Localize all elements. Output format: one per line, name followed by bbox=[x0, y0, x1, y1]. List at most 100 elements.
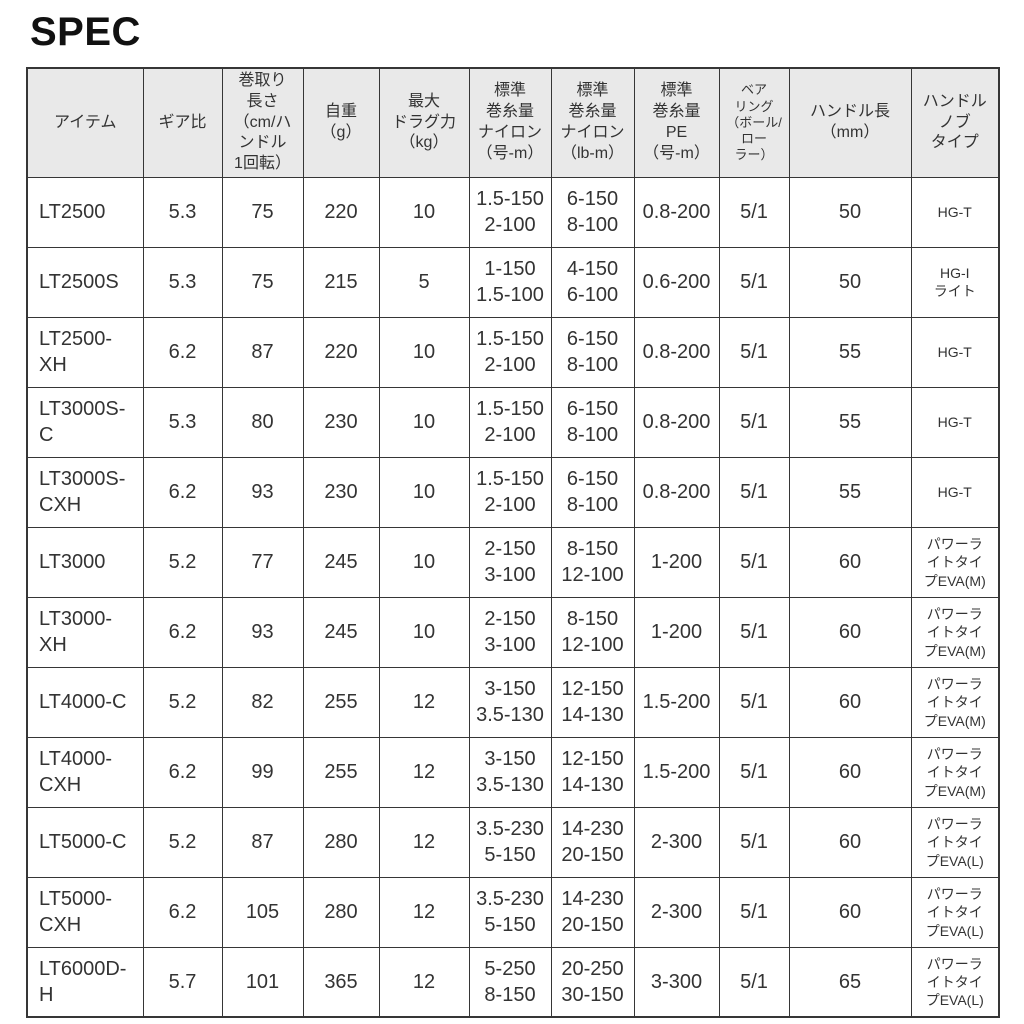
table-cell: 230 bbox=[302, 386, 380, 458]
table-cell: 5.7 bbox=[142, 946, 223, 1018]
table-cell: 60 bbox=[788, 876, 912, 948]
item-cell: LT2500S bbox=[26, 246, 144, 318]
item-cell: LT3000-XH bbox=[26, 596, 144, 668]
table-cell: 55 bbox=[788, 316, 912, 388]
column-header-7: 標準 巻糸量 PE （号-m） bbox=[633, 67, 720, 178]
table-cell: 0.8-200 bbox=[633, 176, 720, 248]
column-header-4: 最大 ドラグ力 （kg） bbox=[378, 67, 470, 178]
table-cell: 230 bbox=[302, 456, 380, 528]
table-cell: パワーラ イトタイ プEVA(L) bbox=[910, 876, 1000, 948]
table-cell: 255 bbox=[302, 736, 380, 808]
table-cell: 10 bbox=[378, 176, 470, 248]
table-cell: 55 bbox=[788, 456, 912, 528]
table-cell: 1-200 bbox=[633, 596, 720, 668]
item-cell: LT2500 bbox=[26, 176, 144, 248]
spec-table-head: アイテム ギア比 巻取り 長さ （cm/ハ ンドル 1回転） 自重 （g） 最大 ドラグ… bbox=[26, 67, 1000, 178]
table-cell: HG-T bbox=[910, 386, 1000, 458]
table-cell: 60 bbox=[788, 806, 912, 878]
table-cell: 12 bbox=[378, 876, 470, 948]
table-cell: 6.2 bbox=[142, 456, 223, 528]
table-cell: 50 bbox=[788, 176, 912, 248]
table-row: LT5000- CXH 6.2 105 280 12 3.5-230 5-150 14-23… bbox=[26, 876, 1000, 948]
table-cell: 3.5-230 5-150 bbox=[468, 806, 552, 878]
table-cell: HG-T bbox=[910, 176, 1000, 248]
table-cell: 3-300 bbox=[633, 946, 720, 1018]
table-cell: 60 bbox=[788, 736, 912, 808]
table-cell: 220 bbox=[302, 176, 380, 248]
item-cell: LT3000S-C bbox=[26, 386, 144, 458]
table-cell: 5.2 bbox=[142, 526, 223, 598]
table-cell: 4-150 6-100 bbox=[550, 246, 635, 318]
table-cell: 12-150 14-130 bbox=[550, 736, 635, 808]
table-cell: 75 bbox=[221, 246, 304, 318]
table-cell: 6.2 bbox=[142, 316, 223, 388]
table-cell: 280 bbox=[302, 876, 380, 948]
table-cell: 3-150 3.5-130 bbox=[468, 736, 552, 808]
table-cell: 12 bbox=[378, 806, 470, 878]
table-cell: 5.3 bbox=[142, 246, 223, 318]
item-cell: LT3000S- CXH bbox=[26, 456, 144, 528]
table-cell: 60 bbox=[788, 596, 912, 668]
item-cell: LT4000-C bbox=[26, 666, 144, 738]
table-cell: HG-I ライト bbox=[910, 246, 1000, 318]
table-row: LT2500-XH 6.2 87 220 10 1.5-150 2-100 6-150 8-… bbox=[26, 316, 1000, 388]
table-cell: パワーラ イトタイ プEVA(M) bbox=[910, 526, 1000, 598]
table-cell: 280 bbox=[302, 806, 380, 878]
table-cell: 5/1 bbox=[718, 666, 790, 738]
header-row: アイテム ギア比 巻取り 長さ （cm/ハ ンドル 1回転） 自重 （g） 最大 ドラグ… bbox=[26, 67, 1000, 178]
table-cell: 220 bbox=[302, 316, 380, 388]
table-row: LT6000D-H 5.7 101 365 12 5-250 8-150 20-250 30… bbox=[26, 946, 1000, 1018]
table-cell: 60 bbox=[788, 666, 912, 738]
table-cell: 50 bbox=[788, 246, 912, 318]
table-cell: 2-300 bbox=[633, 806, 720, 878]
table-cell: 3-150 3.5-130 bbox=[468, 666, 552, 738]
item-cell: LT3000 bbox=[26, 526, 144, 598]
table-cell: 2-300 bbox=[633, 876, 720, 948]
column-header-10: ハンドル ノブ タイプ bbox=[910, 67, 1000, 178]
table-row: LT3000S-C 5.3 80 230 10 1.5-150 2-100 6-150 8-… bbox=[26, 386, 1000, 458]
table-cell: 1.5-200 bbox=[633, 736, 720, 808]
column-header-5: 標準 巻糸量 ナイロン （号-m） bbox=[468, 67, 552, 178]
table-cell: 6.2 bbox=[142, 596, 223, 668]
table-cell: パワーラ イトタイ プEVA(M) bbox=[910, 736, 1000, 808]
table-cell: 0.6-200 bbox=[633, 246, 720, 318]
table-row: LT5000-C 5.2 87 280 12 3.5-230 5-150 14-230 20… bbox=[26, 806, 1000, 878]
table-cell: 87 bbox=[221, 806, 304, 878]
table-row: LT4000- CXH 6.2 99 255 12 3-150 3.5-130 12-150… bbox=[26, 736, 1000, 808]
table-cell: 10 bbox=[378, 596, 470, 668]
table-row: LT4000-C 5.2 82 255 12 3-150 3.5-130 12-150 14… bbox=[26, 666, 1000, 738]
item-cell: LT5000- CXH bbox=[26, 876, 144, 948]
column-header-2: 巻取り 長さ （cm/ハ ンドル 1回転） bbox=[221, 67, 304, 178]
table-cell: 5/1 bbox=[718, 946, 790, 1018]
table-cell: 5/1 bbox=[718, 386, 790, 458]
table-cell: 5.2 bbox=[142, 806, 223, 878]
table-cell: 1-150 1.5-100 bbox=[468, 246, 552, 318]
item-cell: LT2500-XH bbox=[26, 316, 144, 388]
table-cell: 101 bbox=[221, 946, 304, 1018]
table-cell: 14-230 20-150 bbox=[550, 876, 635, 948]
table-cell: 5/1 bbox=[718, 526, 790, 598]
table-cell: 10 bbox=[378, 386, 470, 458]
table-cell: 5-250 8-150 bbox=[468, 946, 552, 1018]
table-cell: 12 bbox=[378, 666, 470, 738]
table-cell: 10 bbox=[378, 456, 470, 528]
table-cell: 0.8-200 bbox=[633, 386, 720, 458]
table-cell: 245 bbox=[302, 526, 380, 598]
table-cell: 5/1 bbox=[718, 806, 790, 878]
table-cell: 245 bbox=[302, 596, 380, 668]
table-cell: 60 bbox=[788, 526, 912, 598]
table-cell: 87 bbox=[221, 316, 304, 388]
table-cell: 14-230 20-150 bbox=[550, 806, 635, 878]
table-row: LT2500 5.3 75 220 10 1.5-150 2-100 6-150 8-100… bbox=[26, 176, 1000, 248]
table-cell: 105 bbox=[221, 876, 304, 948]
table-cell: 5 bbox=[378, 246, 470, 318]
table-cell: 82 bbox=[221, 666, 304, 738]
table-cell: 5/1 bbox=[718, 176, 790, 248]
table-cell: 2-150 3-100 bbox=[468, 596, 552, 668]
column-header-1: ギア比 bbox=[142, 67, 223, 178]
table-cell: 0.8-200 bbox=[633, 456, 720, 528]
table-cell: 10 bbox=[378, 316, 470, 388]
item-cell: LT6000D-H bbox=[26, 946, 144, 1018]
table-cell: 75 bbox=[221, 176, 304, 248]
